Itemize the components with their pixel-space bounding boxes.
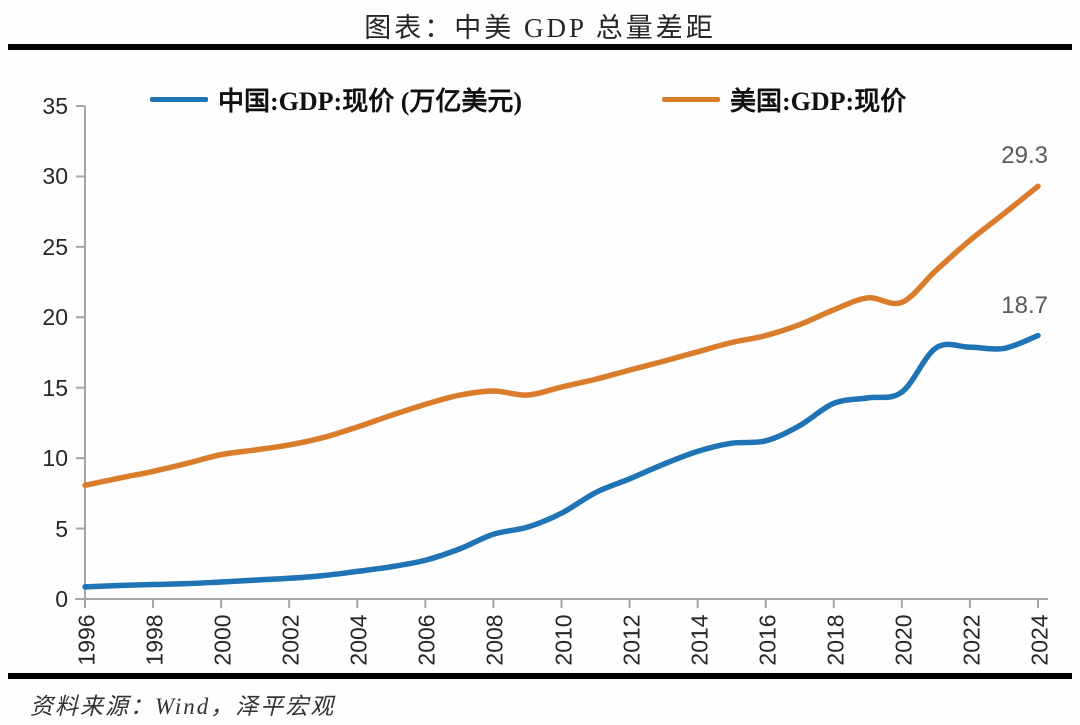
top-rule — [8, 44, 1072, 50]
legend-label: 中国:GDP:现价 (万亿美元) — [218, 86, 523, 116]
y-tick-label: 0 — [55, 586, 68, 612]
y-tick-label: 35 — [42, 93, 68, 119]
x-tick-label: 2008 — [481, 614, 508, 666]
legend-line-swatch — [662, 96, 720, 102]
legend-line-swatch — [150, 96, 208, 102]
y-tick-label: 30 — [42, 163, 68, 190]
legend-label: 美国:GDP:现价 — [730, 86, 907, 116]
y-tick-label: 20 — [42, 304, 68, 331]
x-tick-label: 2000 — [209, 614, 236, 666]
y-tick-label: 10 — [42, 445, 68, 472]
source-note: 资料来源：Wind，泽平宏观 — [30, 694, 336, 719]
y-tick-label: 5 — [55, 515, 68, 542]
data-label-china: 18.7 — [1001, 291, 1048, 319]
line-series-china — [82, 332, 1041, 590]
x-tick-label: 1996 — [73, 614, 100, 666]
x-tick-label: 2002 — [277, 614, 304, 666]
line-series-us — [82, 183, 1041, 489]
page-title: 图表：中美 GDP 总量差距 — [364, 13, 716, 43]
x-tick-label: 2024 — [1026, 614, 1053, 666]
y-tick-label: 25 — [42, 233, 68, 260]
x-tick-label: 2020 — [890, 614, 917, 666]
x-tick-label: 2014 — [686, 614, 713, 666]
x-tick-label: 2016 — [754, 614, 781, 666]
x-tick-label: 2018 — [822, 614, 849, 666]
y-tick-label: 15 — [42, 374, 68, 401]
x-tick-label: 2010 — [550, 614, 576, 666]
data-label-us: 29.3 — [1001, 142, 1048, 170]
x-tick-label: 2004 — [345, 614, 372, 666]
x-tick-label: 1998 — [141, 614, 168, 666]
legend-item-china: 中国:GDP:现价 (万亿美元) — [150, 84, 522, 116]
x-tick-label: 2012 — [618, 614, 645, 666]
bottom-rule — [8, 673, 1072, 679]
x-tick-label: 2022 — [958, 614, 985, 666]
x-tick-label: 2006 — [413, 614, 440, 666]
legend-item-us: 美国:GDP:现价 — [662, 84, 906, 116]
